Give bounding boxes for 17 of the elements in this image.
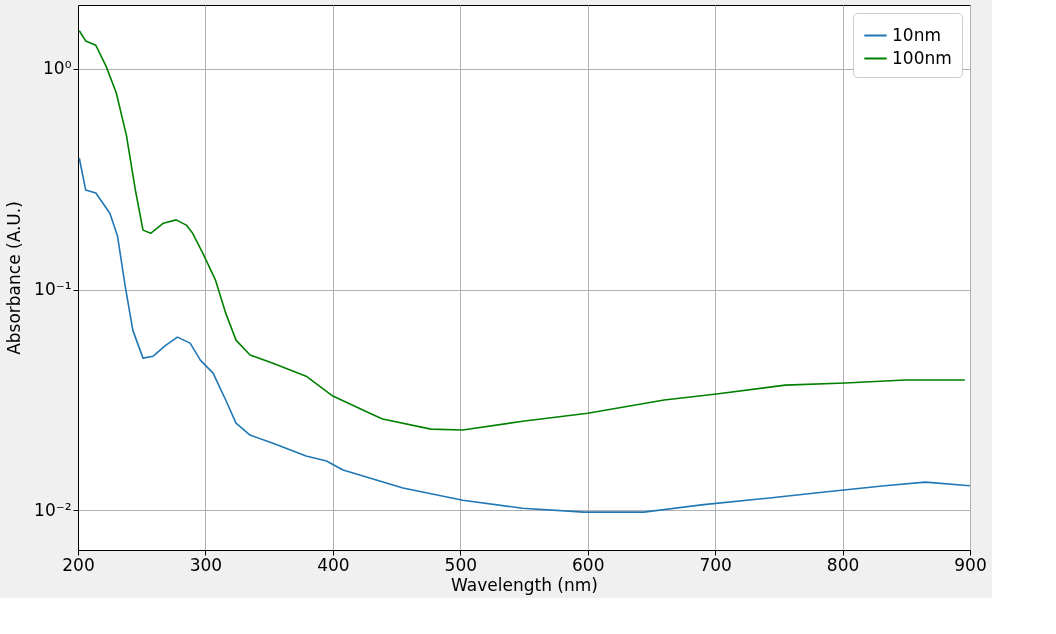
x-axis-title: Wavelength (nm) [451,574,598,595]
line-series [78,157,970,513]
x-tick-label: 600 [571,554,605,575]
x-tick-label: 500 [444,554,478,575]
y-axis-title: Absorbance (A.U.) [4,201,25,355]
y-tick-label: 10⁻² [34,499,72,520]
y-tick-label: 10⁻¹ [34,279,72,300]
x-tick-label: 700 [699,554,732,575]
legend-label: 100nm [892,47,952,68]
x-tick-label: 900 [954,554,987,575]
x-tick-label: 300 [189,554,223,575]
legend-label: 10nm [892,24,941,45]
x-tick-label: 800 [826,554,860,575]
x-tick-label: 200 [62,554,95,575]
x-tick-label: 400 [317,554,350,575]
line-series [78,29,966,431]
y-tick-label: 10⁰ [43,58,72,79]
